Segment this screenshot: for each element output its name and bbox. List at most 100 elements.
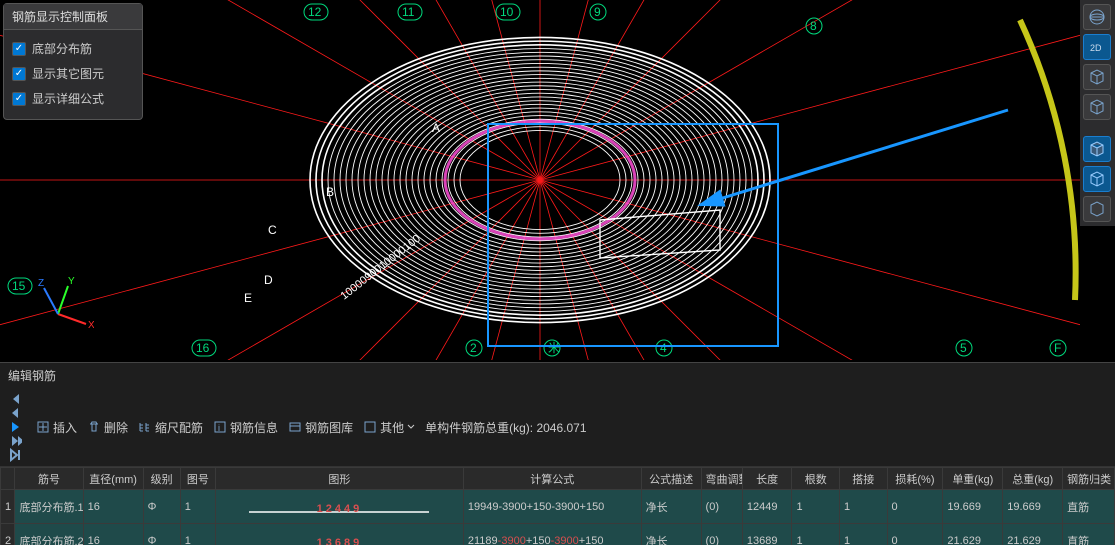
col-formula[interactable]: 计算公式 <box>463 468 641 490</box>
cell-name[interactable]: 底部分布筋.2 <box>15 524 83 545</box>
cell-shape[interactable]: 12449 <box>215 490 463 524</box>
cell-desc[interactable]: 净长 <box>641 490 701 524</box>
svg-text:1000090010000100: 1000090010000100 <box>338 233 423 303</box>
cell-formula[interactable]: 21189-3900+150-3900+150 <box>463 524 641 545</box>
svg-text:Y: Y <box>68 276 75 287</box>
nav-first-button[interactable] <box>8 392 22 406</box>
cell-figno[interactable]: 1 <box>180 524 215 545</box>
nav-last-button[interactable] <box>8 448 22 462</box>
cube-wire-icon <box>1087 169 1107 189</box>
table-row[interactable]: 2 底部分布筋.2 16 Φ 1 13689 21189-3900+150-39… <box>1 524 1115 545</box>
cell-len[interactable]: 13689 <box>742 524 792 545</box>
col-shape[interactable]: 图形 <box>215 468 463 490</box>
svg-text:5: 5 <box>960 341 967 355</box>
checkbox-icon[interactable]: ✓ <box>12 67 26 81</box>
col-bend[interactable]: 弯曲调整 <box>701 468 742 490</box>
svg-text:F: F <box>1054 341 1061 355</box>
col-len[interactable]: 长度 <box>742 468 792 490</box>
cell-dia[interactable]: 16 <box>83 524 143 545</box>
table-row[interactable]: 1 底部分布筋.1 16 Φ 1 12449 19949-3900+150-39… <box>1 490 1115 524</box>
nav-next-icon <box>8 434 22 448</box>
cell-uw[interactable]: 21.629 <box>943 524 1003 545</box>
col-lap[interactable]: 搭接 <box>840 468 888 490</box>
nav-next-button[interactable] <box>8 434 22 448</box>
cube-dim-icon <box>1087 199 1107 219</box>
cell-lap[interactable]: 1 <box>840 524 888 545</box>
col-grade[interactable]: 级别 <box>143 468 180 490</box>
box1-icon <box>1087 67 1107 87</box>
cell-bend[interactable]: (0) <box>701 524 742 545</box>
cube1-button[interactable] <box>1083 136 1111 162</box>
panel-section-title: 编辑钢筋 <box>0 363 1115 388</box>
svg-text:X: X <box>88 320 94 330</box>
cell-loss[interactable]: 0 <box>887 524 943 545</box>
cell-shape[interactable]: 13689 <box>215 524 463 545</box>
col-loss[interactable]: 损耗(%) <box>887 468 943 490</box>
col-cat[interactable]: 钢筋归类 <box>1063 468 1115 490</box>
svg-text:8: 8 <box>810 19 817 33</box>
col-name[interactable]: 筋号 <box>15 468 83 490</box>
cell-grade[interactable]: Φ <box>143 524 180 545</box>
svg-text:米: 米 <box>548 341 560 355</box>
checkbox-icon[interactable]: ✓ <box>12 92 26 106</box>
svg-text:D: D <box>264 273 273 287</box>
checkbox-row[interactable]: ✓ 底部分布筋 <box>12 36 134 61</box>
col-qty[interactable]: 根数 <box>792 468 840 490</box>
col-figno[interactable]: 图号 <box>180 468 215 490</box>
cell-qty[interactable]: 1 <box>792 490 840 524</box>
box2-button[interactable] <box>1083 94 1111 120</box>
checkbox-icon[interactable]: ✓ <box>12 42 26 56</box>
col-desc[interactable]: 公式描述 <box>641 468 701 490</box>
cell-len[interactable]: 12449 <box>742 490 792 524</box>
svg-text:A: A <box>432 121 440 135</box>
globe-button[interactable] <box>1083 4 1111 30</box>
cube-wire-button[interactable] <box>1083 166 1111 192</box>
col-uw[interactable]: 单重(kg) <box>943 468 1003 490</box>
cell-formula[interactable]: 19949-3900+150-3900+150 <box>463 490 641 524</box>
scale-button[interactable]: 缩尺配筋 <box>138 419 203 436</box>
cell-desc[interactable]: 净长 <box>641 524 701 545</box>
svg-text:15: 15 <box>12 279 26 293</box>
nav-last-icon <box>8 448 22 462</box>
cell-dia[interactable]: 16 <box>83 490 143 524</box>
total-weight: 单构件钢筋总重(kg): 2046.071 <box>425 419 586 436</box>
rebar-editor-panel: 编辑钢筋 插入 删除 缩尺配筋 i 钢筋信息 <box>0 362 1115 545</box>
cell-bend[interactable]: (0) <box>701 490 742 524</box>
nav-play-button[interactable] <box>8 420 22 434</box>
cell-name[interactable]: 底部分布筋.1 <box>15 490 83 524</box>
svg-text:11: 11 <box>402 5 415 19</box>
cell-tw[interactable]: 21.629 <box>1003 524 1063 545</box>
col-dia[interactable]: 直径(mm) <box>83 468 143 490</box>
cell-cat[interactable]: 直筋 <box>1063 524 1115 545</box>
row-number: 2 <box>1 524 15 545</box>
cell-tw[interactable]: 19.669 <box>1003 490 1063 524</box>
checkbox-row[interactable]: ✓ 显示详细公式 <box>12 86 134 111</box>
nav-play-icon <box>8 420 22 434</box>
cell-qty[interactable]: 1 <box>792 524 840 545</box>
2d-button[interactable]: 2D <box>1083 34 1111 60</box>
viewport-3d[interactable]: 10000900100001001211109815162米45FABCDE X… <box>0 0 1080 360</box>
rebar-table-wrap[interactable]: 筋号直径(mm)级别图号图形计算公式公式描述弯曲调整长度根数搭接损耗(%)单重(… <box>0 467 1115 545</box>
cell-uw[interactable]: 19.669 <box>943 490 1003 524</box>
cell-lap[interactable]: 1 <box>840 490 888 524</box>
cell-grade[interactable]: Φ <box>143 490 180 524</box>
axis-gizmo[interactable]: X Y Z <box>38 274 94 330</box>
nav-prev-button[interactable] <box>8 406 22 420</box>
info-button[interactable]: i 钢筋信息 <box>213 419 278 436</box>
cell-cat[interactable]: 直筋 <box>1063 490 1115 524</box>
checkbox-row[interactable]: ✓ 显示其它图元 <box>12 61 134 86</box>
cube-dim-button[interactable] <box>1083 196 1111 222</box>
other-dropdown[interactable]: 其他 <box>363 419 415 436</box>
viewport-canvas[interactable]: 10000900100001001211109815162米45FABCDE <box>0 0 1080 360</box>
cell-figno[interactable]: 1 <box>180 490 215 524</box>
col-tw[interactable]: 总重(kg) <box>1003 468 1063 490</box>
library-button[interactable]: 钢筋图库 <box>288 419 353 436</box>
globe-icon <box>1087 7 1107 27</box>
rebar-display-panel: 钢筋显示控制面板 ✓ 底部分布筋 ✓ 显示其它图元 ✓ 显示详细公式 <box>3 3 143 120</box>
delete-button[interactable]: 删除 <box>87 419 128 436</box>
row-number: 1 <box>1 490 15 524</box>
insert-button[interactable]: 插入 <box>36 419 77 436</box>
svg-text:9: 9 <box>594 5 601 19</box>
box1-button[interactable] <box>1083 64 1111 90</box>
cell-loss[interactable]: 0 <box>887 490 943 524</box>
